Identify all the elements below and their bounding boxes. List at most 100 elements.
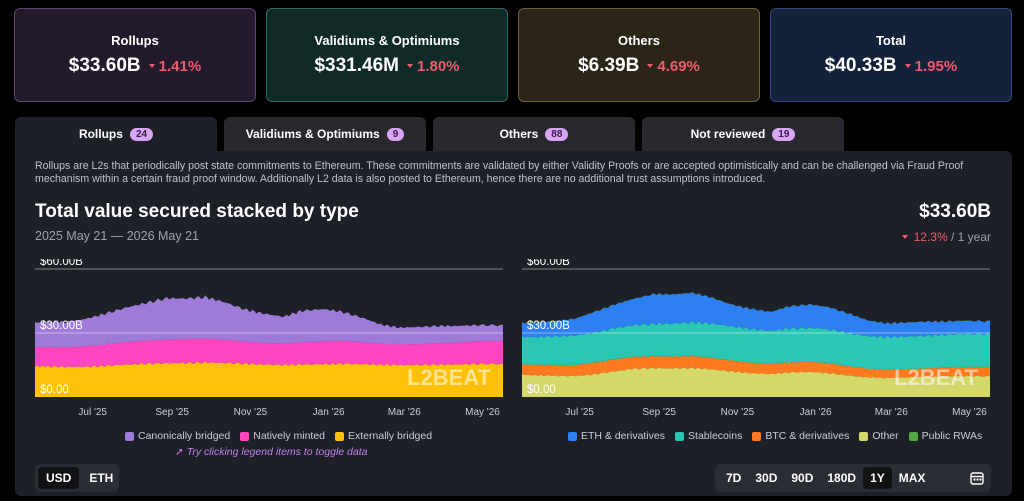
legend-swatch [335, 431, 345, 441]
tab-rollups[interactable]: Rollups 24 [15, 117, 217, 151]
tab-not-reviewed[interactable]: Not reviewed 19 [642, 117, 844, 151]
area-series-btc-derivatives[interactable] [522, 355, 990, 379]
legend-item-eth-derivatives[interactable]: ETH & derivatives [568, 430, 665, 442]
tab-label: Not reviewed [690, 127, 766, 141]
range-1y-button[interactable]: 1Y [863, 467, 892, 489]
x-tick-label: Jul '25 [78, 407, 107, 418]
range-90d-button[interactable]: 90D [791, 471, 814, 485]
triangle-down-icon [904, 64, 911, 68]
triangle-down-icon [148, 64, 155, 68]
range-180d-button[interactable]: 180D [827, 471, 857, 485]
tab-others[interactable]: Others 88 [433, 117, 635, 151]
chart-date-range: 2025 May 21 — 2026 May 21 [35, 229, 199, 243]
x-tick-label: May '26 [465, 407, 500, 418]
card-title: Total [875, 33, 907, 48]
legend-swatch [240, 431, 250, 441]
calendar-icon[interactable] [967, 468, 987, 488]
legend-hint-text: Try clicking legend items to toggle data [186, 446, 368, 458]
x-tick-label: Sep '25 [642, 407, 676, 418]
legend-item-other[interactable]: Other [859, 430, 899, 442]
legend-item-canonically-bridged[interactable]: Canonically bridged [125, 430, 230, 442]
x-tick-label: Jul '25 [565, 407, 594, 418]
x-tick-label: Jan '26 [313, 407, 345, 418]
chart-change-period: / 1 year [950, 230, 991, 244]
legend-item-natively-minted[interactable]: Natively minted [240, 430, 325, 442]
y-tick-label: $0.00 [40, 384, 69, 396]
unit-usd-button[interactable]: USD [38, 467, 80, 489]
chart-total-value: $33.60B [919, 201, 991, 222]
category-description: Rollups are L2s that periodically post s… [35, 160, 964, 185]
summary-card-others[interactable]: Others $6.39B 4.69% [518, 8, 760, 102]
category-tabs: Rollups 24 Validiums & Optimiums 9 Other… [15, 117, 845, 151]
legend-item-externally-bridged[interactable]: Externally bridged [335, 430, 432, 442]
range-7d-button[interactable]: 7D [726, 471, 742, 485]
summary-cards: Rollups $33.60B 1.41% Validiums & Optimi… [14, 8, 1012, 102]
legend-swatch [568, 431, 577, 441]
triangle-down-icon [647, 64, 654, 68]
legend-swatch [125, 431, 134, 441]
legend-label: Public RWAs [921, 430, 983, 442]
legend-label: Other [872, 430, 899, 442]
card-value: $331.46M [314, 55, 399, 76]
legend-label: BTC & derivatives [765, 430, 850, 442]
area-series-stablecoins[interactable] [522, 320, 990, 370]
area-series-public-rwas[interactable] [522, 292, 990, 325]
card-title: Rollups [111, 33, 159, 48]
tab-count-badge: 24 [129, 127, 154, 141]
card-change: 1.41% [148, 58, 201, 75]
time-range-selector: 7D 30D 90D 180D 1Y MAX [715, 464, 991, 492]
x-tick-label: Nov '25 [721, 407, 755, 418]
y-tick-label: $60.00B [527, 259, 570, 268]
unit-toggle: USD ETH [35, 464, 119, 492]
card-change: 1.95% [904, 58, 957, 75]
range-max-button[interactable]: MAX [898, 471, 926, 485]
legend-label: Natively minted [253, 430, 326, 442]
y-tick-label: $30.00B [40, 320, 83, 332]
legend-item-btc-derivatives[interactable]: BTC & derivatives [752, 430, 849, 442]
area-series-eth-derivatives[interactable] [522, 292, 990, 339]
card-change: 1.80% [406, 58, 460, 75]
summary-card-total[interactable]: Total $40.33B 1.95% [770, 8, 1012, 102]
card-value: $33.60B [68, 55, 141, 76]
summary-card-rollups[interactable]: Rollups $33.60B 1.41% [14, 8, 256, 102]
legend-swatch [859, 431, 869, 441]
area-series-natively-minted[interactable] [35, 337, 503, 368]
tab-validiums-optimiums[interactable]: Validiums & Optimiums 9 [224, 117, 426, 151]
y-tick-label: $30.00B [527, 320, 570, 332]
tab-count-badge: 19 [772, 127, 796, 141]
card-value: $6.39B [578, 55, 640, 76]
legend-label: Externally bridged [348, 430, 433, 442]
area-series-externally-bridged[interactable] [35, 361, 503, 398]
triangle-down-icon [406, 64, 413, 68]
chart-change: 12.3% / 1 year [901, 230, 991, 244]
tab-label: Others [499, 127, 539, 141]
legend-bridge-type: Canonically bridged Natively minted Extern… [125, 430, 432, 442]
range-30d-button[interactable]: 30D [755, 471, 778, 485]
legend-item-stablecoins[interactable]: Stablecoins [675, 430, 742, 442]
l2beat-watermark: L2BEAT [407, 365, 491, 390]
summary-card-validiums-optimiums[interactable]: Validiums & Optimiums $331.46M 1.80% [266, 8, 508, 102]
area-series-canonically-bridged[interactable] [35, 295, 503, 348]
l2beat-watermark: L2BEAT [894, 365, 978, 390]
legend-item-public-rwas[interactable]: Public RWAs [908, 430, 983, 442]
cursor-click-icon: ➚ [175, 446, 184, 458]
chart-change-value: 12.3% [913, 230, 948, 244]
chart-tvs-by-asset-type[interactable]: $0.00 $30.00B $60.00B Jul '25 Sep '25 Nov '25… [522, 259, 990, 419]
chart-tvs-by-bridge-type[interactable]: $0.00 $30.00B $60.00B Jul '25 Sep '25 Nov '25… [35, 259, 503, 419]
x-tick-label: Nov '25 [234, 407, 268, 418]
card-value: $40.33B [824, 55, 897, 76]
tab-label: Rollups [78, 127, 123, 141]
y-tick-label: $60.00B [40, 259, 83, 268]
card-title: Others [618, 33, 660, 48]
area-series-other[interactable] [522, 367, 990, 397]
x-tick-label: Mar '26 [388, 407, 421, 418]
x-tick-label: Sep '25 [155, 407, 189, 418]
chart-title: Total value secured stacked by type [35, 201, 359, 222]
y-tick-label: $0.00 [527, 384, 556, 396]
tab-label: Validiums & Optimiums [245, 127, 380, 141]
triangle-down-icon [901, 235, 908, 239]
unit-eth-button[interactable]: ETH [89, 471, 114, 485]
x-tick-label: Jan '26 [800, 407, 832, 418]
card-title: Validiums & Optimiums [314, 33, 460, 48]
tab-count-badge: 9 [386, 127, 405, 141]
